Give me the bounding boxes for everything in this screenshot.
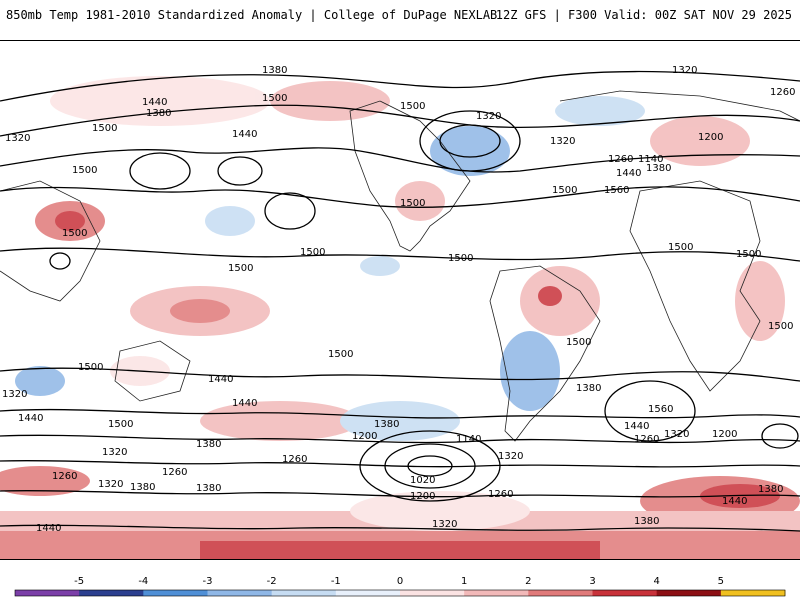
header-bar: 850mb Temp 1981-2010 Standardized Anomal… — [0, 0, 800, 40]
colorbar-tick-label: 1 — [461, 576, 467, 587]
contour-label: 1500 — [768, 321, 793, 332]
colorbar-outline — [14, 589, 786, 597]
contour-label: 1320 — [98, 479, 123, 490]
contour-label: 1560 — [604, 185, 629, 196]
contour-label: 1500 — [78, 362, 103, 373]
colorbar-swatch — [207, 590, 273, 596]
colorbar-tick-label: -1 — [331, 576, 341, 587]
contour-label: 1440 — [232, 398, 257, 409]
contour-label: 1320 — [102, 447, 127, 458]
contour-label: 1440 — [722, 496, 747, 507]
contour-label: 1320 — [2, 389, 27, 400]
contour-label: 1140 — [638, 154, 663, 165]
colorbar-swatch — [592, 590, 658, 596]
contour-label: 1380 — [262, 65, 287, 76]
anomaly-colorbar: -5 -4 -3 -2 -1 0 1 2 3 4 5 — [0, 562, 800, 600]
contour-label: 1500 — [566, 337, 591, 348]
contour-label: 1260 — [162, 467, 187, 478]
contour-label: 1320 — [476, 111, 501, 122]
contour-label: 1260 — [634, 434, 659, 445]
contour-label: 1500 — [228, 263, 253, 274]
contour-label: 1500 — [448, 253, 473, 264]
contour-label: 1380 — [758, 484, 783, 495]
colorbar-tick-label: 5 — [718, 576, 724, 587]
contour-label: 1440 — [142, 97, 167, 108]
contour-label: 1500 — [328, 349, 353, 360]
map-title: 850mb Temp 1981-2010 Standardized Anomal… — [6, 8, 498, 22]
contour-label: 1260 — [770, 87, 795, 98]
contour-label: 1020 — [410, 475, 435, 486]
contour-label: 1260 — [282, 454, 307, 465]
contour-label: 1440 — [232, 129, 257, 140]
colorbar-swatch — [143, 590, 208, 596]
contour-label: 1440 — [616, 168, 641, 179]
contour-label: 1320 — [498, 451, 523, 462]
colorbar-tick-label: -2 — [267, 576, 277, 587]
colorbar-swatch — [335, 590, 401, 596]
contour-label: 1500 — [668, 242, 693, 253]
contour-label: 1500 — [552, 185, 577, 196]
contour-label: 1380 — [634, 516, 659, 527]
contour-label: 1560 — [648, 404, 673, 415]
colorbar-swatch — [271, 590, 337, 596]
colorbar-swatch — [79, 590, 144, 596]
contour-label: 1440 — [624, 421, 649, 432]
contour-label: 1440 — [18, 413, 43, 424]
contour-label: 1500 — [62, 228, 87, 239]
contour-label: 1500 — [108, 419, 133, 430]
contour-label: 1200 — [712, 429, 737, 440]
contour-label: 1320 — [664, 429, 689, 440]
colorbar-swatch — [656, 590, 722, 596]
colorbar-swatch — [528, 590, 593, 596]
height-contours — [0, 70, 800, 532]
contour-label: 1140 — [456, 434, 481, 445]
contour-label: 1260 — [608, 154, 633, 165]
colorbar-tick-label: 4 — [653, 576, 659, 587]
contour-label: 1200 — [352, 431, 377, 442]
contour-label: 1440 — [36, 523, 61, 534]
contour-label: 1260 — [52, 471, 77, 482]
colorbar-swatch — [15, 590, 80, 596]
colorbar-tick-label: 3 — [589, 576, 595, 587]
colorbar-tick-label: -5 — [74, 576, 84, 587]
colorbar-swatch — [400, 590, 465, 596]
colorbar-tick-label: 0 — [397, 576, 403, 587]
continent-outlines — [0, 90, 800, 442]
contour-label: 1380 — [196, 483, 221, 494]
model-run-info: 12Z GFS | F300 Valid: 00Z SAT NOV 29 202… — [495, 8, 792, 22]
contour-label: 1320 — [432, 519, 457, 530]
contour-label: 1500 — [300, 247, 325, 258]
colorbar-tick-label: -3 — [203, 576, 213, 587]
contour-label: 1320 — [550, 136, 575, 147]
weather-map: 1380 1320 1260 1500 1500 1440 1380 1320 … — [0, 40, 800, 560]
contour-label: 1260 — [488, 489, 513, 500]
contour-label: 1380 — [646, 163, 671, 174]
colorbar-tick-label: -4 — [138, 576, 148, 587]
anomaly-shading — [0, 76, 800, 559]
colorbar-swatch — [464, 590, 529, 596]
colorbar-swatch — [720, 590, 786, 596]
contour-label: 1320 — [672, 65, 697, 76]
colorbar-svg: -5 -4 -3 -2 -1 0 1 2 3 4 5 — [14, 576, 786, 597]
contour-label: 1380 — [130, 482, 155, 493]
contour-labels: 1380 1320 1260 1500 1500 1440 1380 1320 … — [2, 65, 795, 534]
contour-label: 1380 — [196, 439, 221, 450]
colorbar-tick-label: 2 — [525, 576, 531, 587]
contour-label: 1500 — [262, 93, 287, 104]
contour-label: 1200 — [410, 491, 435, 502]
contour-label: 1380 — [576, 383, 601, 394]
colorbar-ticks: -5 -4 -3 -2 -1 0 1 2 3 4 5 — [74, 576, 724, 587]
contour-label: 1200 — [698, 132, 723, 143]
contour-label: 1500 — [736, 249, 761, 260]
colorbar-swatches — [14, 589, 786, 597]
contour-label: 1500 — [400, 101, 425, 112]
contour-label: 1500 — [92, 123, 117, 134]
contour-label: 1320 — [5, 133, 30, 144]
contour-label: 1380 — [146, 108, 171, 119]
contour-label: 1380 — [374, 419, 399, 430]
contour-label: 1500 — [400, 198, 425, 209]
contour-label: 1500 — [72, 165, 97, 176]
contour-label: 1440 — [208, 374, 233, 385]
map-canvas: 1380 1320 1260 1500 1500 1440 1380 1320 … — [0, 65, 800, 559]
